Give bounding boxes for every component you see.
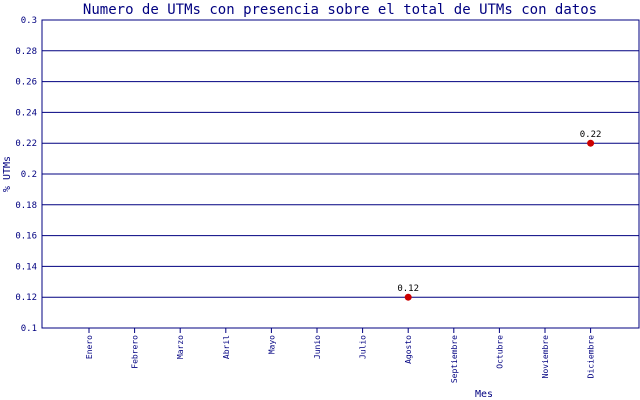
y-tick-label: 0.18 — [15, 201, 37, 211]
y-tick-label: 0.26 — [15, 78, 37, 88]
x-tick-label: Abril — [222, 335, 231, 359]
y-tick-label: 0.24 — [15, 108, 37, 118]
x-tick-label: Septiembre — [450, 335, 459, 383]
x-axis-ticks: Enero Febrero Marzo Abril Mayo Junio Julio Agos… — [85, 328, 596, 383]
y-tick-label: 0.3 — [21, 16, 37, 26]
grid-lines — [42, 19, 639, 329]
x-tick-label: Julio — [359, 335, 368, 359]
x-tick-label: Diciembre — [587, 335, 596, 379]
x-tick-label: Octubre — [495, 335, 504, 369]
x-tick-label: Enero — [85, 335, 94, 359]
plot-frame — [41, 19, 640, 329]
y-tick-label: 0.14 — [15, 262, 37, 272]
data-points: 0.12 0.22 — [397, 130, 601, 301]
data-label: 0.12 — [397, 284, 419, 294]
y-tick-label: 0.12 — [15, 293, 37, 303]
y-axis-ticks: 0.1 0.12 0.14 0.16 0.18 0.2 0.22 0.24 0.26 0.28 0.… — [15, 16, 37, 334]
x-axis-label: Mes — [475, 389, 493, 400]
y-tick-label: 0.2 — [21, 170, 37, 180]
x-tick-label: Marzo — [176, 335, 185, 359]
y-axis-label: % UTMs — [2, 156, 13, 192]
data-label: 0.22 — [580, 130, 602, 140]
x-tick-label: Febrero — [131, 335, 140, 369]
chart-title: Numero de UTMs con presencia sobre el to… — [83, 2, 597, 18]
y-tick-label: 0.16 — [15, 232, 37, 242]
y-tick-label: 0.22 — [15, 139, 37, 149]
data-point — [587, 139, 595, 147]
y-tick-label: 0.28 — [15, 47, 37, 57]
y-tick-label: 0.1 — [21, 324, 37, 334]
x-tick-label: Junio — [313, 335, 322, 359]
x-tick-label: Agosto — [404, 335, 413, 364]
x-tick-label: Mayo — [267, 335, 276, 354]
x-tick-label: Noviembre — [541, 335, 550, 379]
data-point — [404, 293, 412, 301]
